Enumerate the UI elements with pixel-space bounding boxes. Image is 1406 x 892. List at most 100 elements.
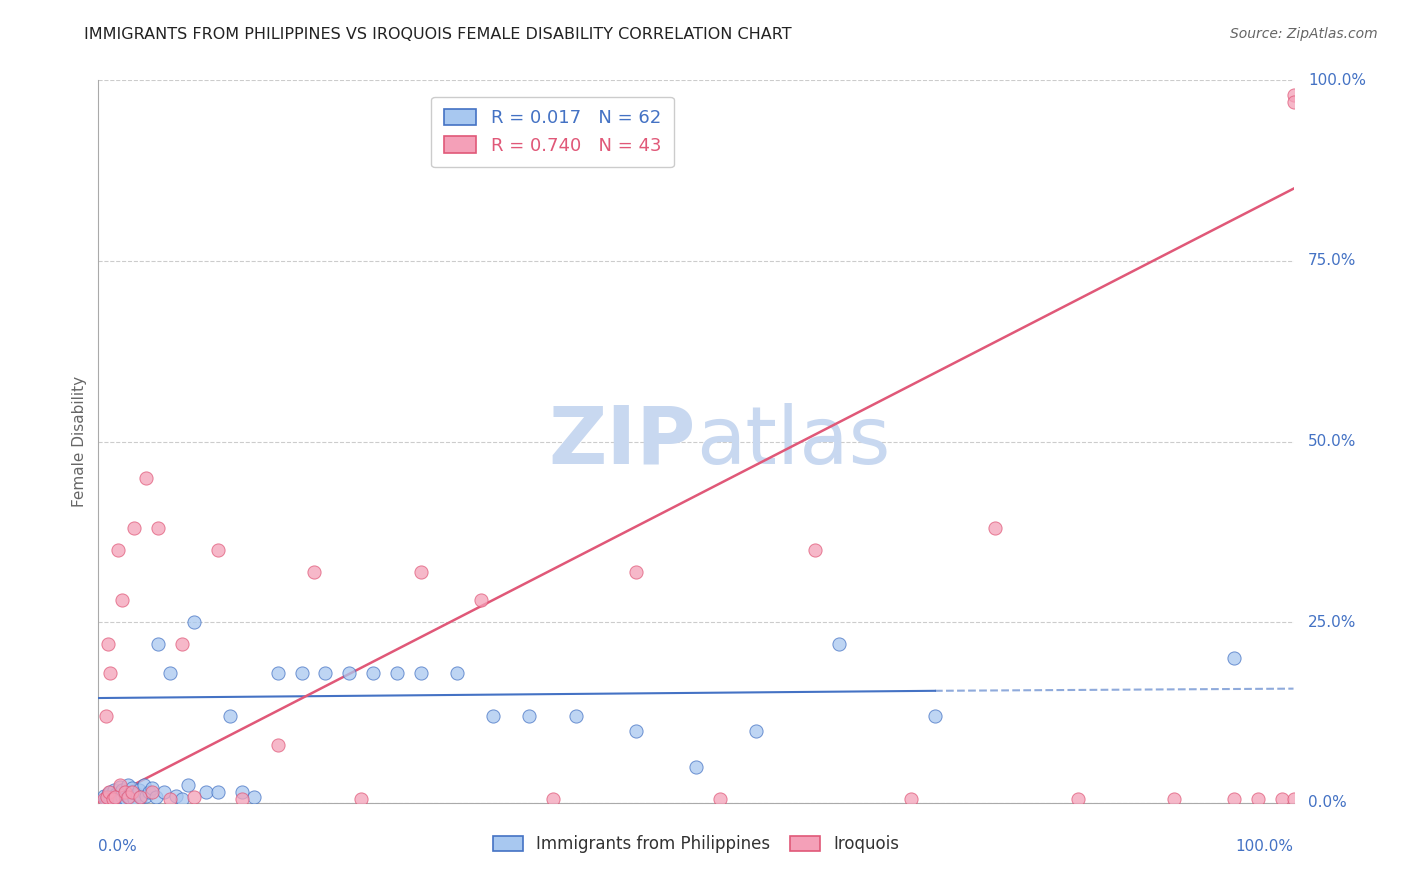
Text: Source: ZipAtlas.com: Source: ZipAtlas.com [1230, 27, 1378, 41]
Point [135, 470, 157, 484]
Point [172, 637, 194, 651]
Point [141, 785, 163, 799]
Point [141, 781, 163, 796]
Point [97, 637, 120, 651]
Point [745, 723, 768, 738]
Text: IMMIGRANTS FROM PHILIPPINES VS IROQUOIS FEMALE DISABILITY CORRELATION CHART: IMMIGRANTS FROM PHILIPPINES VS IROQUOIS … [84, 27, 792, 42]
Point [101, 789, 124, 803]
Point [231, 792, 253, 806]
Point [96, 790, 118, 805]
Point [804, 542, 827, 557]
Point [98, 790, 121, 805]
Point [291, 665, 314, 680]
Point [165, 789, 187, 803]
Point [104, 790, 127, 805]
Point [108, 780, 131, 794]
Point [481, 709, 505, 723]
Point [231, 785, 253, 799]
Point [111, 790, 134, 805]
Point [120, 785, 142, 799]
Text: 75.0%: 75.0% [1308, 253, 1357, 268]
Point [1282, 87, 1305, 102]
Point [98, 665, 122, 680]
Text: atlas: atlas [696, 402, 890, 481]
Point [105, 787, 128, 801]
Point [470, 593, 492, 607]
Point [96, 790, 118, 805]
Point [107, 792, 129, 806]
Point [984, 521, 1007, 535]
Point [1271, 792, 1294, 806]
Point [626, 723, 648, 738]
Point [363, 665, 385, 680]
Point [148, 521, 170, 535]
Point [103, 782, 125, 797]
Point [195, 785, 218, 799]
Point [243, 790, 266, 805]
Point [93, 792, 115, 806]
Point [267, 738, 290, 752]
Point [183, 790, 205, 805]
Text: 25.0%: 25.0% [1308, 615, 1357, 630]
Point [1282, 792, 1305, 806]
Point [411, 665, 433, 680]
Point [177, 778, 200, 792]
Point [267, 665, 290, 680]
Point [1067, 792, 1090, 806]
Point [900, 792, 922, 806]
Point [115, 792, 138, 806]
Point [98, 785, 122, 799]
Point [107, 542, 129, 557]
Point [411, 565, 433, 579]
Text: 100.0%: 100.0% [1236, 838, 1294, 854]
Point [118, 790, 141, 805]
Point [350, 792, 373, 806]
Point [124, 792, 146, 806]
Point [828, 637, 851, 651]
Point [1247, 792, 1270, 806]
Point [114, 785, 136, 799]
Text: 100.0%: 100.0% [1308, 73, 1365, 87]
Point [1163, 792, 1185, 806]
Point [385, 665, 409, 680]
Point [302, 565, 325, 579]
Point [98, 790, 122, 805]
Point [153, 785, 176, 799]
Point [446, 665, 468, 680]
Point [94, 792, 117, 806]
Point [207, 542, 229, 557]
Point [98, 785, 121, 799]
Point [121, 785, 143, 799]
Text: 50.0%: 50.0% [1308, 434, 1357, 449]
Point [104, 789, 127, 804]
Point [97, 787, 120, 801]
Text: ZIP: ZIP [548, 402, 696, 481]
Point [93, 789, 115, 803]
Point [111, 593, 134, 607]
Point [172, 792, 194, 806]
Point [219, 709, 242, 723]
Point [1223, 651, 1246, 665]
Y-axis label: Female Disability: Female Disability [72, 376, 87, 508]
Legend: Immigrants from Philippines, Iroquois: Immigrants from Philippines, Iroquois [486, 828, 905, 860]
Text: 0.0%: 0.0% [98, 838, 138, 854]
Point [315, 665, 337, 680]
Point [924, 709, 946, 723]
Point [183, 615, 205, 630]
Point [129, 790, 152, 805]
Point [207, 785, 229, 799]
Point [132, 778, 155, 792]
Point [145, 790, 167, 805]
Point [117, 790, 139, 805]
Point [110, 785, 132, 799]
Point [1223, 792, 1246, 806]
Point [685, 760, 707, 774]
Point [148, 637, 170, 651]
Point [101, 792, 124, 806]
Point [108, 778, 131, 792]
Point [626, 565, 648, 579]
Point [128, 782, 150, 797]
Point [135, 789, 157, 803]
Point [138, 785, 160, 799]
Point [709, 792, 731, 806]
